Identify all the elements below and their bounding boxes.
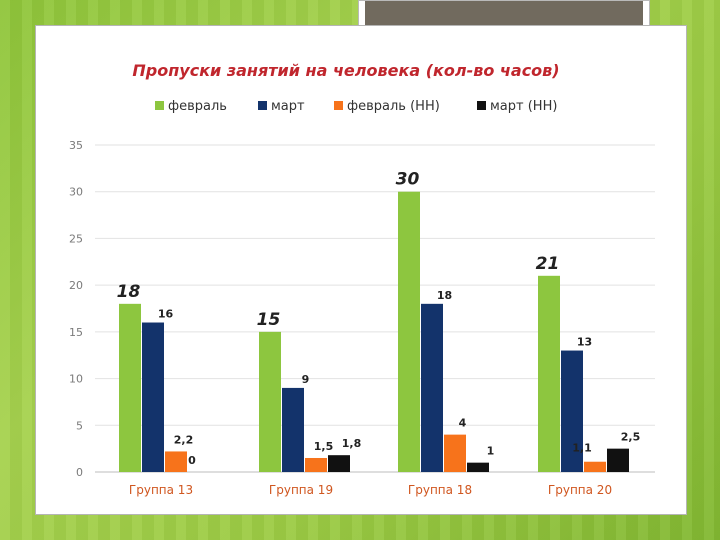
data-label: 2,2 xyxy=(174,433,194,446)
legend-swatch xyxy=(334,101,343,110)
x-tick-label: Группа 13 xyxy=(129,483,193,497)
data-label: 9 xyxy=(302,373,310,386)
y-tick-label: 0 xyxy=(76,466,83,479)
data-label: 30 xyxy=(396,170,420,190)
data-label: 18 xyxy=(117,282,141,302)
x-tick-label: Группа 20 xyxy=(548,483,612,497)
y-tick-label: 20 xyxy=(69,279,83,292)
data-label: 15 xyxy=(257,310,281,330)
bar xyxy=(282,387,304,472)
data-label: 13 xyxy=(577,336,592,349)
data-label: 1,8 xyxy=(342,437,362,450)
bar xyxy=(328,455,350,472)
data-label: 4 xyxy=(459,417,467,430)
data-label: 21 xyxy=(536,254,560,274)
data-label: 0 xyxy=(188,454,196,467)
legend-swatch xyxy=(258,101,267,110)
bar xyxy=(444,434,466,472)
data-label: 2,5 xyxy=(621,431,641,444)
bar xyxy=(584,461,606,472)
bar xyxy=(561,350,583,472)
bar xyxy=(538,275,560,472)
bar xyxy=(119,303,141,472)
legend-label: февраль xyxy=(168,99,227,114)
y-tick-label: 25 xyxy=(69,232,83,245)
x-axis: Группа 13 Группа 19 Группа 18 Группа 20 xyxy=(129,483,612,497)
legend-swatch xyxy=(477,101,486,110)
x-tick-label: Группа 18 xyxy=(408,483,472,497)
legend-label: март xyxy=(271,99,305,114)
y-tick-label: 35 xyxy=(69,139,83,152)
data-label: 18 xyxy=(437,289,452,302)
data-label: 1,1 xyxy=(572,442,592,455)
legend-label: март (НН) xyxy=(490,99,557,114)
bar xyxy=(607,448,629,472)
chart-bars: 18 16 2,2 0 15 9 1,5 1,8 30 18 4 1 21 13 1,1 2,5 xyxy=(117,170,641,472)
x-tick-label: Группа 19 xyxy=(269,483,333,497)
bar xyxy=(305,457,327,472)
bar xyxy=(259,331,281,472)
legend-label: февраль (НН) xyxy=(347,99,440,114)
y-tick-label: 5 xyxy=(76,419,83,432)
bar xyxy=(165,451,187,472)
bar xyxy=(398,191,420,472)
data-label: 16 xyxy=(158,308,174,321)
bar xyxy=(467,462,489,472)
y-tick-label: 30 xyxy=(69,186,83,199)
legend-swatch xyxy=(155,101,164,110)
bar xyxy=(421,303,443,472)
bar xyxy=(142,322,164,472)
chart-legend: февраль март февраль (НН) март (НН) xyxy=(155,99,557,114)
data-label: 1,5 xyxy=(314,440,334,453)
y-tick-label: 15 xyxy=(69,326,83,339)
data-label: 1 xyxy=(487,445,495,458)
chart-title: Пропуски занятий на человека (кол-во час… xyxy=(132,61,559,80)
y-axis: 0 5 10 15 20 25 30 35 xyxy=(69,139,83,479)
y-tick-label: 10 xyxy=(69,373,83,386)
